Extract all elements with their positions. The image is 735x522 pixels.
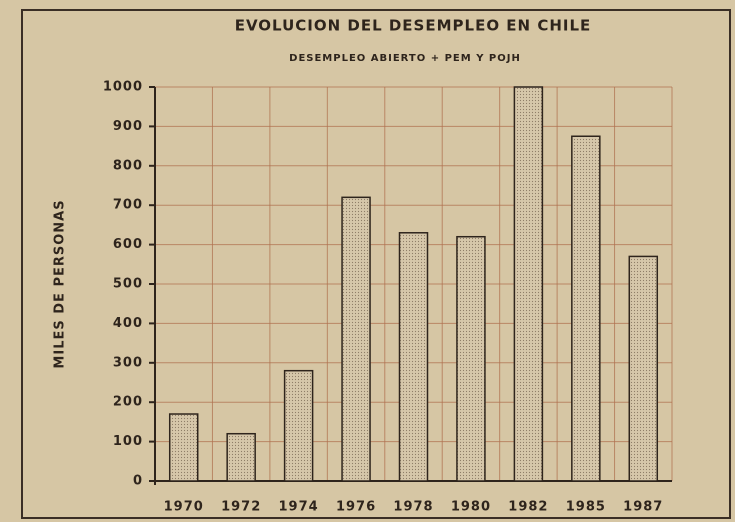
bar [283, 369, 314, 482]
bar [341, 196, 371, 482]
x-tick-label: 1974 [279, 500, 319, 515]
y-tick-label: 1000 [103, 80, 143, 95]
bar [168, 413, 199, 482]
x-tick-label: 1970 [164, 500, 204, 515]
y-tick-label: 0 [133, 474, 143, 489]
y-axis-label: MILES DE PERSONAS [53, 199, 68, 368]
y-tick-label: 100 [113, 434, 143, 449]
bar [226, 432, 256, 482]
bar [628, 255, 659, 482]
y-tick-label: 400 [113, 316, 143, 331]
x-tick-label: 1978 [393, 500, 433, 515]
y-tick-label: 700 [113, 198, 143, 213]
bar [571, 135, 601, 482]
y-tick-label: 800 [113, 158, 143, 173]
x-tick-label: 1980 [451, 500, 491, 515]
y-tick-label: 900 [113, 119, 143, 134]
x-tick-label: 1982 [508, 500, 548, 515]
y-tick-label: 300 [113, 355, 143, 370]
x-tick-label: 1985 [566, 500, 606, 515]
chart-subtitle: DESEMPLEO ABIERTO + PEM Y POJH [289, 53, 521, 64]
chart-title: EVOLUCION DEL DESEMPLEO EN CHILE [235, 17, 592, 35]
bar [398, 232, 429, 482]
y-tick-label: 600 [113, 237, 143, 252]
x-tick-label: 1987 [623, 500, 663, 515]
x-tick-label: 1976 [336, 500, 376, 515]
y-tick-label: 200 [113, 395, 143, 410]
bar [513, 86, 544, 482]
frame [21, 9, 731, 519]
y-tick-label: 500 [113, 277, 143, 292]
bar [456, 235, 486, 482]
x-tick-label: 1972 [221, 500, 261, 515]
